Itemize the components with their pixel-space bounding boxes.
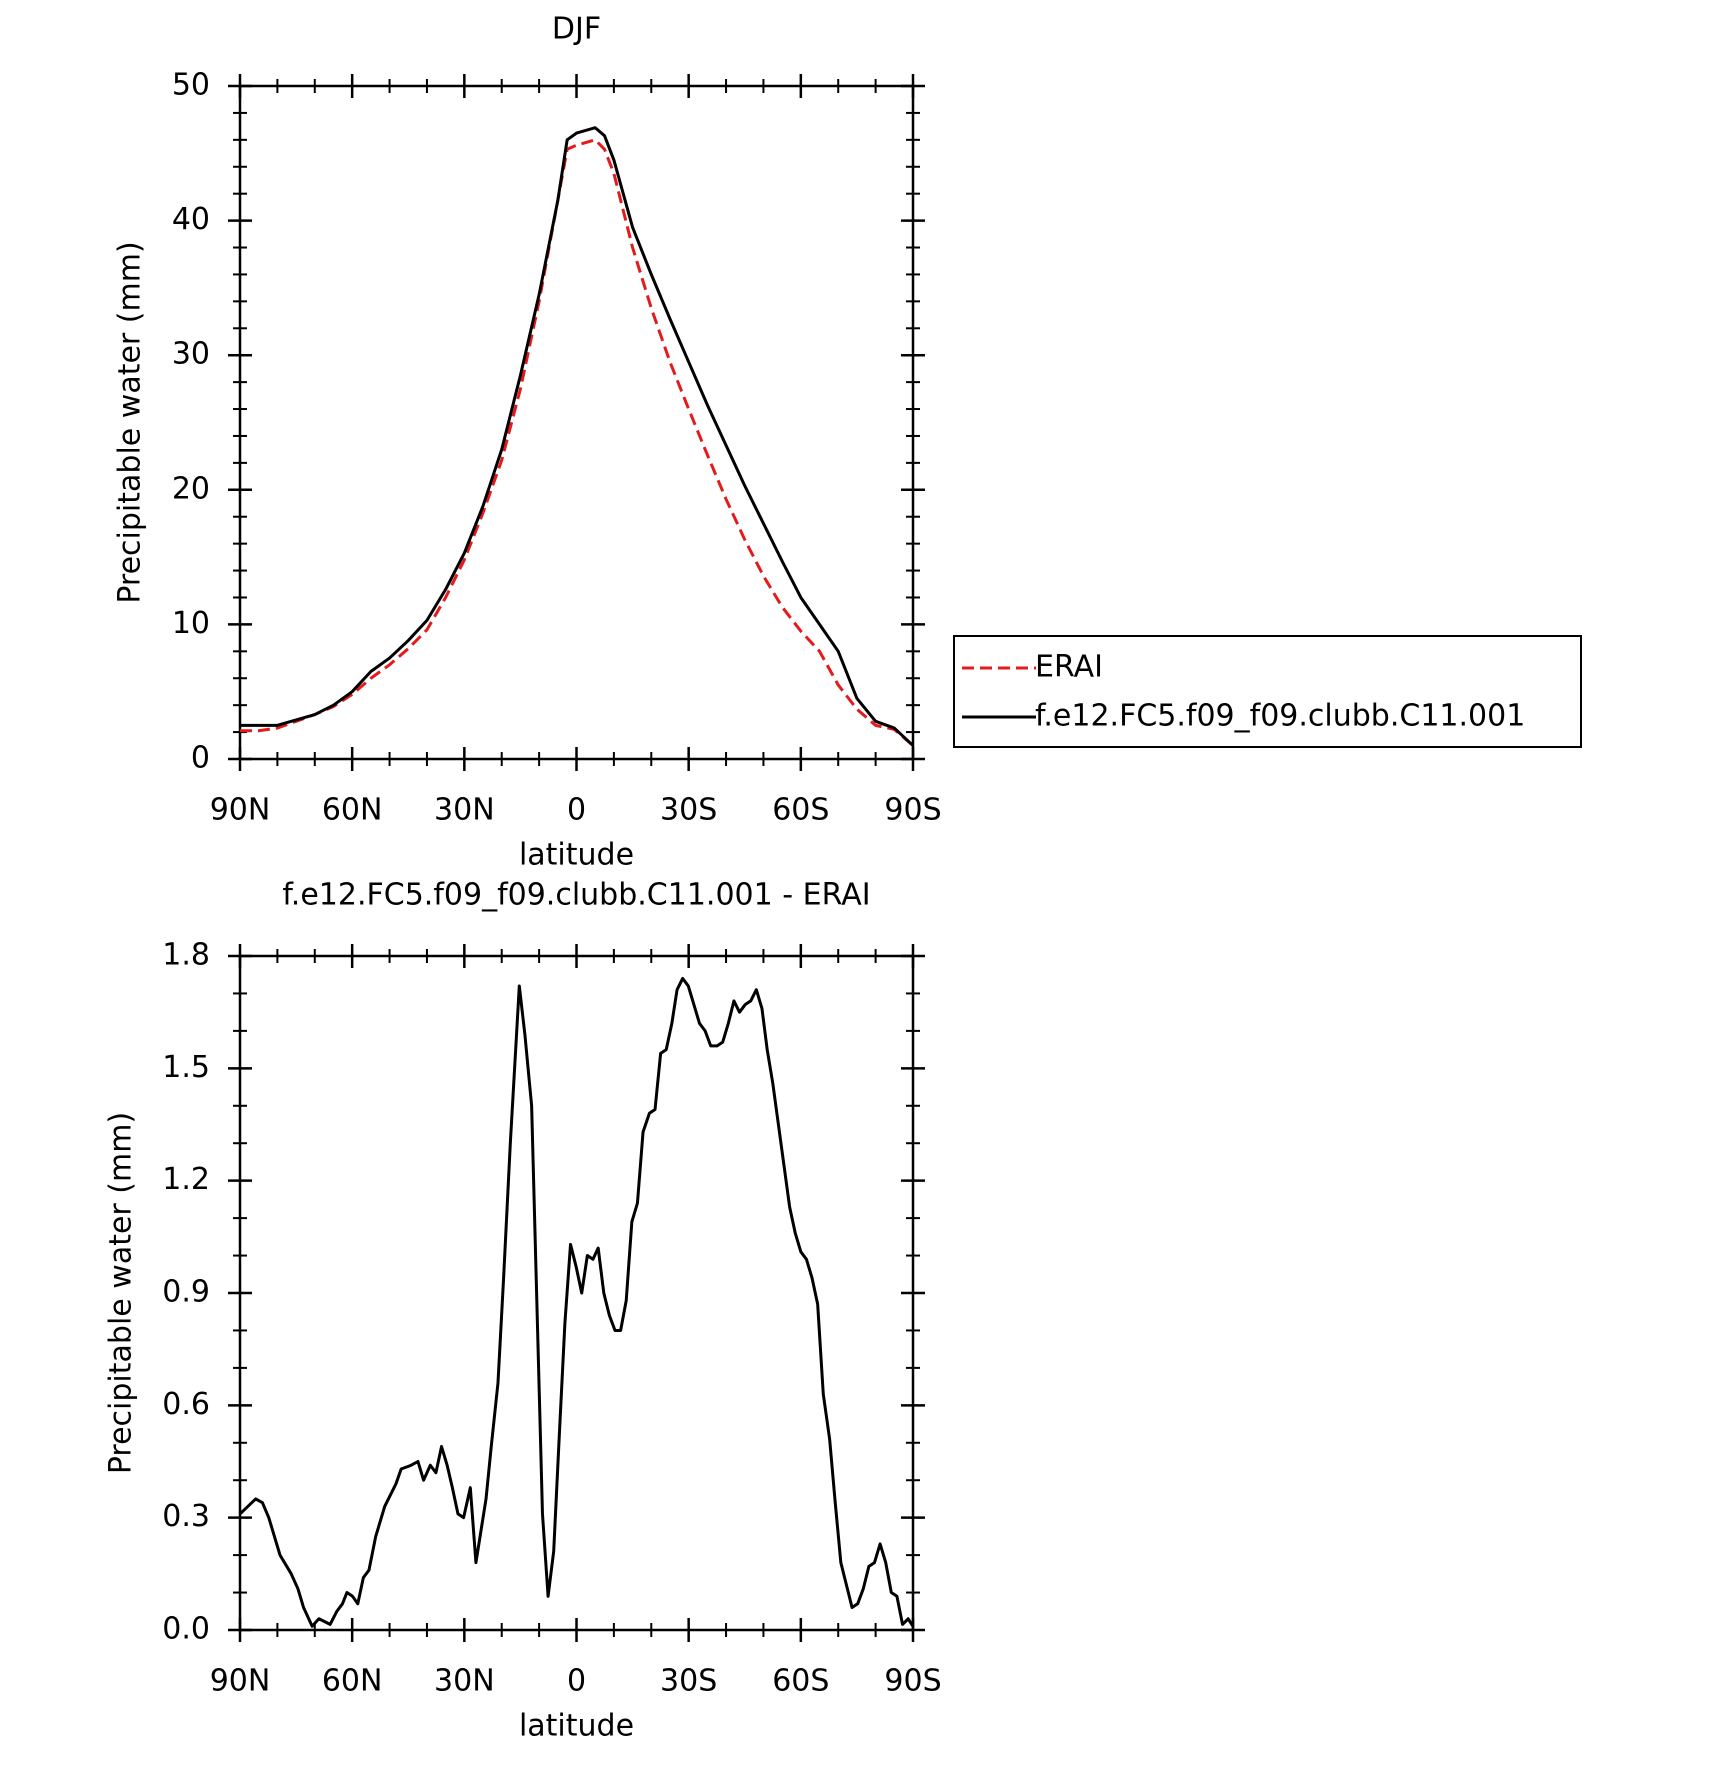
y-tick-label: 1.8 [162,938,210,973]
y-tick-label: 0.9 [162,1275,210,1310]
y-tick-label: 1.2 [162,1162,210,1197]
data-line [238,976,915,1628]
y-tick-label: 0.6 [162,1387,210,1422]
y-axis-label: Precipitable water (mm) [104,1112,139,1474]
chart-title: DJF [552,12,601,47]
x-tick-label: 60N [322,793,383,828]
data-line [240,138,914,747]
x-tick-label: 60S [772,1664,829,1699]
legend-label: ERAI [1035,650,1103,685]
y-tick-label: 40 [172,202,210,237]
plot-frame [238,84,915,761]
x-tick-label: 0 [567,1664,586,1699]
x-tick-label: 90S [884,1664,941,1699]
x-tick-label: 30N [434,1664,495,1699]
y-axis-label: Precipitable water (mm) [113,241,148,603]
x-axis-label: latitude [519,1709,634,1744]
legend-box [953,635,1582,748]
y-tick-label: 0 [191,741,210,776]
data-line [240,126,915,747]
x-tick-label: 60N [322,1664,383,1699]
x-tick-label: 90S [884,793,941,828]
legend-label: f.e12.FC5.f09_f09.clubb.C11.001 [1035,699,1525,734]
y-tick-label: 1.5 [162,1050,210,1085]
y-tick-label: 10 [172,606,210,641]
y-tick-label: 50 [172,68,210,103]
x-tick-label: 90N [210,1664,271,1699]
x-tick-label: 90N [210,793,271,828]
x-tick-label: 30N [434,793,495,828]
y-tick-label: 30 [172,337,210,372]
x-axis-label: latitude [519,838,634,873]
y-tick-label: 20 [172,471,210,506]
x-tick-label: 60S [772,793,829,828]
y-tick-label: 0.3 [162,1499,210,1534]
x-tick-label: 0 [567,793,586,828]
chart-title: f.e12.FC5.f09_f09.clubb.C11.001 - ERAI [282,878,870,913]
x-tick-label: 30S [660,793,717,828]
y-tick-label: 0.0 [162,1612,210,1647]
x-tick-label: 30S [660,1664,717,1699]
plot-frame [238,954,915,1632]
